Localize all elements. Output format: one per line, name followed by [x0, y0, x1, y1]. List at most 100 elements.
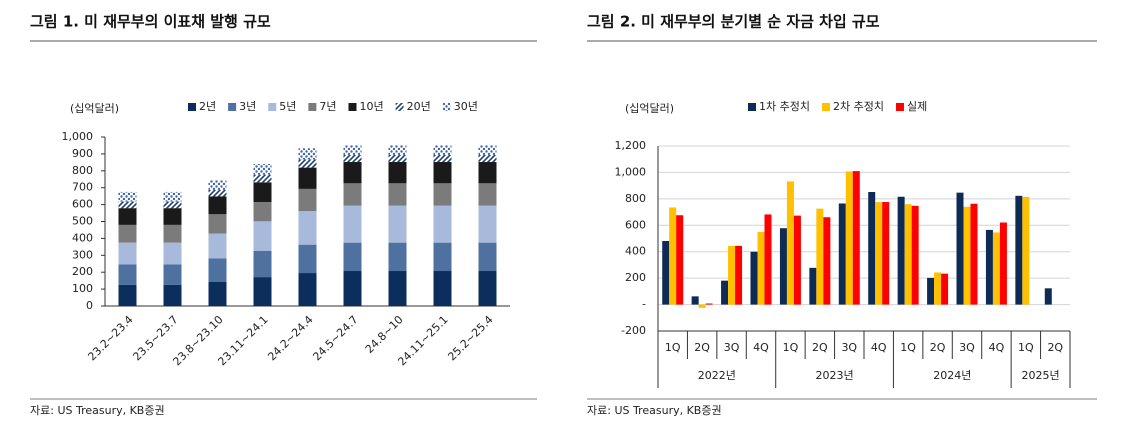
bar-segment: [118, 208, 137, 225]
bar: [823, 217, 831, 305]
bar: [779, 228, 787, 305]
bar-segment: [163, 191, 182, 202]
bar: [735, 245, 743, 305]
bar: [999, 222, 1007, 305]
y-tick-label: 0: [86, 299, 93, 312]
bar: [721, 280, 729, 305]
legend-swatch: [348, 103, 357, 111]
bar-segment: [253, 164, 272, 175]
chart-title: 그림 2. 미 재무부의 분기별 순 자금 차입 규모: [587, 13, 880, 31]
bar: [757, 231, 765, 305]
legend-label: 실제: [907, 100, 927, 113]
bar: [764, 214, 772, 305]
y-tick-label: 600: [72, 198, 93, 211]
source: 자료: US Treasury, KB증권: [30, 404, 165, 417]
y-tick-label: 1,200: [615, 139, 647, 152]
bar-segment: [298, 159, 317, 168]
x-tick-label: 23.2~23.4: [85, 313, 135, 363]
bar-segment: [343, 162, 362, 184]
bar-segment: [433, 205, 452, 243]
y-tick-label: 200: [72, 265, 93, 278]
bar: [927, 277, 935, 305]
x-tick-label: 4Q: [753, 341, 769, 354]
x-tick-label: 2Q: [930, 341, 946, 354]
legend-swatch: [442, 103, 451, 111]
bar: [963, 206, 971, 305]
bar-segment: [343, 154, 362, 163]
bar-segment: [208, 189, 227, 197]
bar-segment: [253, 250, 272, 278]
x-group-label: 2025년: [1022, 369, 1060, 382]
bar-segment: [253, 182, 272, 203]
y-tick-label: 400: [625, 245, 646, 258]
bar: [750, 251, 758, 305]
bar-segment: [163, 208, 182, 225]
x-tick-label: 4Q: [989, 341, 1005, 354]
bar-segment: [118, 264, 137, 285]
bar: [904, 204, 912, 305]
x-tick-label: 2Q: [812, 341, 828, 354]
y-tick-label: 700: [72, 181, 93, 194]
bar-segment: [208, 258, 227, 282]
bar-segment: [433, 242, 452, 272]
bar-segment: [343, 271, 362, 306]
bar-segment: [478, 271, 497, 306]
x-tick-label: 1Q: [1018, 341, 1034, 354]
legend-swatch: [188, 103, 196, 111]
legend-swatch: [308, 103, 317, 111]
legend-swatch: [395, 103, 404, 111]
bar: [970, 203, 978, 305]
legend-swatch: [268, 103, 277, 111]
y-tick-label: -: [642, 298, 646, 311]
bar-segment: [253, 277, 272, 306]
bar-segment: [253, 174, 272, 183]
bar-segment: [433, 271, 452, 306]
bar: [875, 202, 883, 305]
bar: [934, 272, 942, 305]
bar: [793, 215, 801, 305]
x-group-label: 2024년: [933, 369, 971, 382]
bar-segment: [388, 271, 407, 306]
bar-segment: [298, 188, 317, 212]
x-tick-label: 2Q: [1047, 341, 1063, 354]
bar-segment: [343, 242, 362, 272]
x-tick-label: 2Q: [694, 341, 710, 354]
legend-label: 10년: [360, 100, 384, 113]
bar: [868, 191, 876, 305]
bar: [809, 267, 817, 305]
bar: [676, 215, 684, 305]
bar-segment: [298, 273, 317, 306]
bar: [728, 245, 736, 305]
y-tick-label: 1,000: [62, 130, 94, 143]
legend-swatch: [895, 103, 904, 111]
legend-label: 1차 추정치: [759, 100, 810, 113]
x-tick-label: 24.8~10: [363, 313, 406, 356]
x-tick-label: 3Q: [841, 341, 857, 354]
x-group-label: 2022년: [698, 369, 736, 382]
bar-segment: [208, 233, 227, 259]
bar-segment: [433, 183, 452, 206]
legend-label: 2년: [199, 100, 216, 113]
bar-segment: [298, 148, 317, 160]
bar: [985, 229, 993, 305]
y-tick-label: 1,000: [615, 165, 647, 178]
y-tick-label: 500: [72, 215, 93, 228]
legend-swatch: [748, 103, 756, 111]
bar-segment: [118, 284, 137, 306]
y-tick-label: 800: [72, 164, 93, 177]
bar: [816, 208, 824, 305]
x-tick-label: 1Q: [900, 341, 916, 354]
bar-segment: [208, 281, 227, 306]
legend-label: 20년: [407, 100, 431, 113]
x-tick-label: 25.2~25.4: [445, 313, 495, 363]
bar-segment: [298, 211, 317, 245]
bar-segment: [253, 221, 272, 251]
bar-segment: [388, 145, 407, 155]
bar-segment: [478, 183, 497, 206]
bar: [1015, 195, 1023, 305]
x-tick-label: 4Q: [871, 341, 887, 354]
y-tick-label: 900: [72, 147, 93, 160]
y-tick-label: 400: [72, 231, 93, 244]
